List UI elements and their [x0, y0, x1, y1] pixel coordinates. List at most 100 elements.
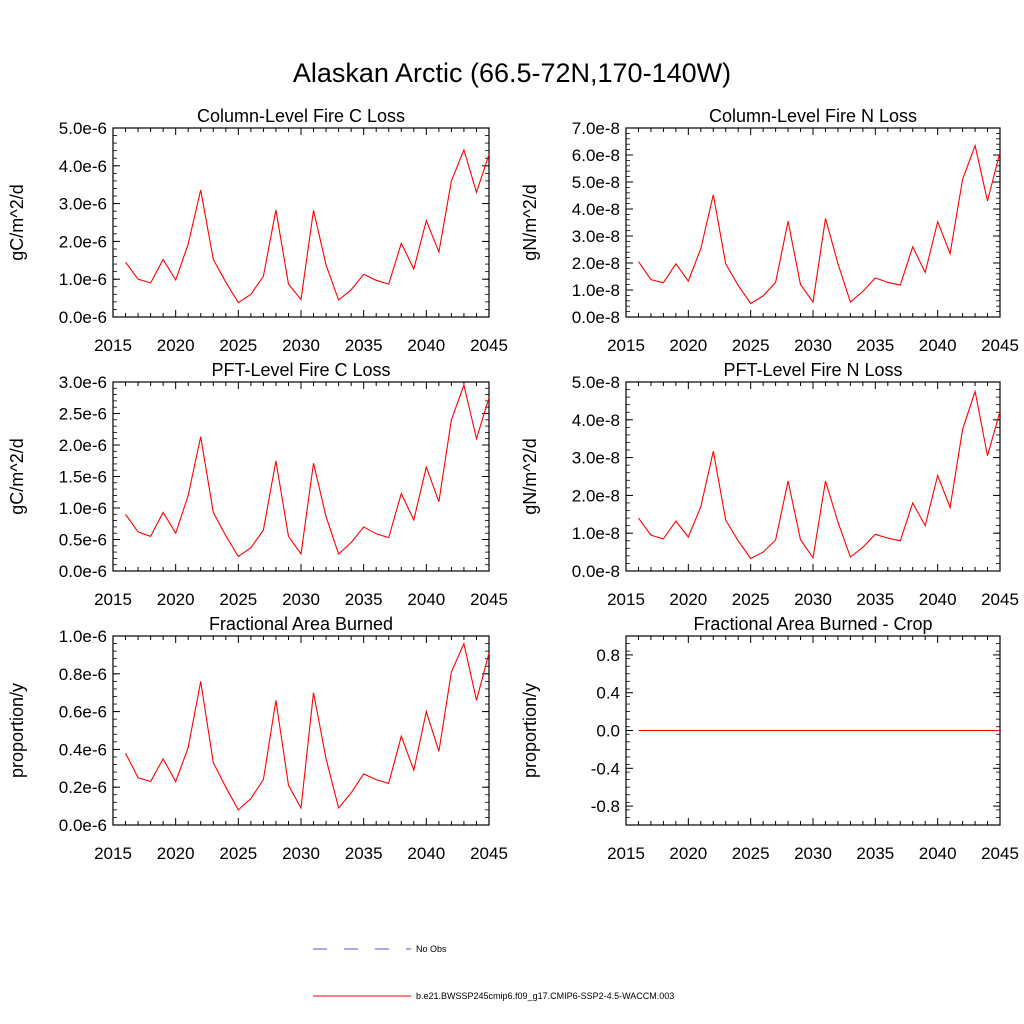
legend: No Obs b.e21.BWSSP245cmip6.f09_g17.CMIP6-… — [313, 944, 674, 1001]
panel-5: Fractional Area Burned proportion/y 2015 20… — [7, 614, 508, 863]
y-tick-label: 2.5e-6 — [59, 405, 107, 424]
x-tick-label: 2040 — [407, 844, 445, 863]
x-tick-label: 2020 — [157, 336, 195, 355]
x-tick-label: 2045 — [981, 844, 1019, 863]
y-tick-label: 0.4e-6 — [59, 740, 107, 759]
x-tick-label: 2045 — [981, 336, 1019, 355]
y-tick-label: 0.8e-6 — [59, 665, 107, 684]
x-tick-label: 2035 — [856, 590, 894, 609]
x-tick-label: 2025 — [732, 336, 770, 355]
x-tick-label: 2030 — [794, 844, 832, 863]
x-tick-label: 2045 — [470, 336, 508, 355]
y-tick-label: 5.0e-8 — [572, 173, 620, 192]
y-tick-label: 1.0e-6 — [59, 270, 107, 289]
y-tick-label: -0.8 — [591, 797, 620, 816]
x-tick-label: 2040 — [407, 336, 445, 355]
y-tick-label: 1.0e-6 — [59, 627, 107, 646]
series-line — [638, 143, 1001, 305]
y-tick-label: 0.0 — [596, 722, 620, 741]
y-tick-label: 2.0e-6 — [59, 436, 107, 455]
legend-label: No Obs — [416, 944, 447, 954]
x-tick-label: 2040 — [407, 590, 445, 609]
panel-title: Column-Level Fire N Loss — [709, 106, 917, 126]
y-tick-label: 0.5e-6 — [59, 531, 107, 550]
x-tick-label: 2035 — [856, 844, 894, 863]
y-tick-label: 3.0e-6 — [59, 195, 107, 214]
y-tick-label: 1.5e-6 — [59, 468, 107, 487]
x-tick-label: 2020 — [157, 590, 195, 609]
y-tick-label: 4.0e-6 — [59, 157, 107, 176]
panel-title: Fractional Area Burned — [209, 614, 393, 634]
x-tick-label: 2025 — [219, 590, 257, 609]
y-tick-label: 3.0e-6 — [59, 373, 107, 392]
x-tick-label: 2045 — [470, 844, 508, 863]
x-tick-label: 2015 — [94, 590, 132, 609]
x-tick-label: 2025 — [732, 590, 770, 609]
panel-4: PFT-Level Fire N Loss gN/m^2/d 2015 2020 202… — [520, 360, 1019, 609]
x-tick-label: 2030 — [794, 590, 832, 609]
y-axis-label: gC/m^2/d — [7, 438, 27, 514]
x-tick-label: 2040 — [919, 590, 957, 609]
x-tick-label: 2035 — [345, 336, 383, 355]
y-axis-label: proportion/y — [520, 683, 540, 778]
y-tick-label: 5.0e-6 — [59, 119, 107, 138]
plot-frame — [112, 127, 490, 318]
y-tick-label: 7.0e-8 — [572, 119, 620, 138]
series-line — [125, 383, 490, 558]
x-tick-label: 2030 — [282, 590, 320, 609]
y-tick-label: 6.0e-8 — [572, 146, 620, 165]
x-tick-label: 2015 — [607, 336, 645, 355]
plot-frame — [112, 381, 490, 572]
panel-title: Fractional Area Burned - Crop — [693, 614, 932, 634]
y-tick-label: 1.0e-6 — [59, 499, 107, 518]
y-tick-label: 3.0e-8 — [572, 449, 620, 468]
y-axis-label: gN/m^2/d — [520, 438, 540, 514]
y-tick-label: 1.0e-8 — [572, 524, 620, 543]
x-tick-label: 2020 — [669, 844, 707, 863]
panel-title: Column-Level Fire C Loss — [197, 106, 405, 126]
x-tick-label: 2025 — [219, 336, 257, 355]
y-tick-label: 4.0e-8 — [572, 411, 620, 430]
x-tick-label: 2015 — [94, 844, 132, 863]
y-tick-label: 1.0e-8 — [572, 281, 620, 300]
x-tick-label: 2035 — [856, 336, 894, 355]
y-tick-label: 0.6e-6 — [59, 703, 107, 722]
x-tick-label: 2025 — [732, 844, 770, 863]
y-tick-label: 0.0e-8 — [572, 562, 620, 581]
y-tick-label: 4.0e-8 — [572, 200, 620, 219]
panel-title: PFT-Level Fire C Loss — [211, 360, 390, 380]
y-tick-label: 0.2e-6 — [59, 778, 107, 797]
plot-frame — [625, 127, 1001, 318]
y-tick-label: -0.4 — [591, 759, 620, 778]
x-tick-label: 2015 — [94, 336, 132, 355]
panel-title: PFT-Level Fire N Loss — [723, 360, 902, 380]
x-tick-label: 2040 — [919, 336, 957, 355]
y-axis-label: proportion/y — [7, 683, 27, 778]
y-tick-label: 2.0e-6 — [59, 232, 107, 251]
plot-frame — [625, 381, 1001, 572]
series-line — [125, 148, 490, 304]
x-tick-label: 2020 — [669, 590, 707, 609]
y-tick-label: 2.0e-8 — [572, 486, 620, 505]
panel-6: Fractional Area Burned - Crop proportion/… — [520, 614, 1019, 863]
y-tick-label: 0.8 — [596, 646, 620, 665]
y-tick-label: 0.0e-6 — [59, 308, 107, 327]
x-tick-label: 2045 — [470, 590, 508, 609]
x-tick-label: 2015 — [607, 590, 645, 609]
x-tick-label: 2020 — [157, 844, 195, 863]
y-tick-label: 0.0e-6 — [59, 562, 107, 581]
x-tick-label: 2020 — [669, 336, 707, 355]
x-tick-label: 2045 — [981, 590, 1019, 609]
panel-1: Column-Level Fire C Loss gC/m^2/d 2015 2020… — [7, 106, 508, 355]
y-axis-label: gC/m^2/d — [7, 184, 27, 260]
y-tick-label: 5.0e-8 — [572, 373, 620, 392]
series-line — [125, 641, 490, 811]
y-axis-label: gN/m^2/d — [520, 184, 540, 260]
x-tick-label: 2015 — [607, 844, 645, 863]
y-tick-label: 2.0e-8 — [572, 254, 620, 273]
x-tick-label: 2040 — [919, 844, 957, 863]
series-line — [638, 389, 1001, 560]
x-tick-label: 2025 — [219, 844, 257, 863]
x-tick-label: 2030 — [282, 336, 320, 355]
